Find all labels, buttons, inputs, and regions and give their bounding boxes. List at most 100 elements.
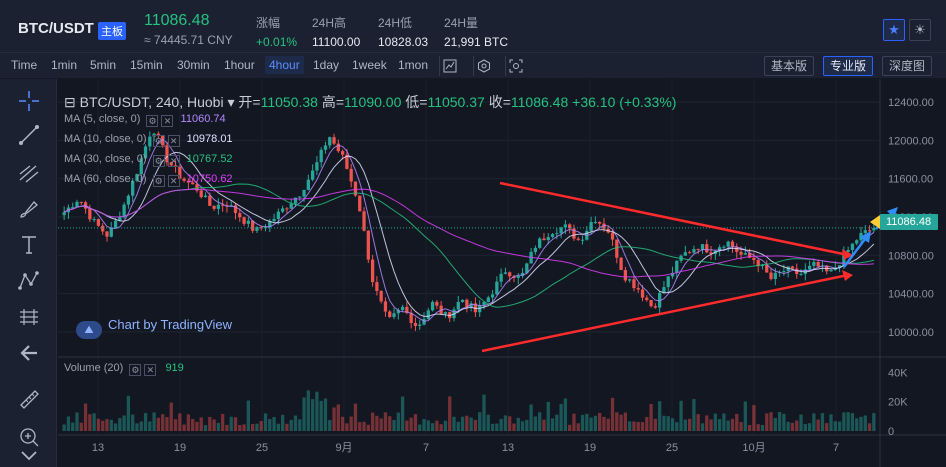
candle-body bbox=[709, 252, 713, 254]
tf-15min[interactable]: 15min bbox=[130, 58, 163, 72]
volume-bar bbox=[221, 413, 225, 431]
trend-line-icon[interactable] bbox=[17, 123, 41, 147]
pair-title[interactable]: BTC/USDT bbox=[18, 20, 94, 37]
volume-bar bbox=[829, 414, 833, 431]
candle-body bbox=[109, 227, 113, 237]
candle-body bbox=[812, 261, 816, 266]
tradingview-watermark[interactable]: ⛰ Chart by TradingView bbox=[76, 317, 232, 339]
price-tick-label: 10000.00 bbox=[888, 327, 934, 339]
candle-body bbox=[563, 224, 568, 228]
settings-icon[interactable]: ⚙ bbox=[152, 175, 165, 187]
collapse-icon[interactable]: ⊟ bbox=[64, 94, 76, 110]
volume-bar bbox=[272, 417, 276, 431]
screenshot-icon[interactable] bbox=[505, 56, 525, 76]
stat-label: 涨幅 bbox=[256, 16, 281, 30]
close-icon[interactable]: ✕ bbox=[167, 155, 180, 167]
volume-bar bbox=[580, 414, 585, 431]
prediction-icon[interactable] bbox=[17, 305, 41, 329]
settings-hex-icon[interactable] bbox=[473, 56, 493, 76]
volume-bar bbox=[430, 423, 435, 431]
tf-1day[interactable]: 1day bbox=[313, 58, 340, 72]
tf-1mon[interactable]: 1mon bbox=[398, 58, 429, 72]
volume-bar bbox=[585, 413, 589, 431]
settings-icon[interactable]: ⚙ bbox=[152, 135, 165, 147]
candle-body bbox=[131, 180, 135, 196]
crosshair-icon[interactable] bbox=[17, 89, 41, 113]
tf-30min[interactable]: 30min bbox=[177, 58, 210, 72]
settings-icon[interactable]: ⚙ bbox=[129, 364, 142, 376]
candle-body bbox=[769, 272, 773, 280]
candle-body bbox=[735, 247, 739, 252]
volume-bar bbox=[563, 398, 568, 431]
volume-bar bbox=[846, 412, 850, 431]
settings-icon[interactable]: ⚙ bbox=[146, 115, 159, 127]
settings-icon[interactable]: ⚙ bbox=[152, 155, 165, 167]
favorite-star-icon[interactable]: ★ bbox=[883, 19, 905, 41]
volume-bar bbox=[452, 416, 456, 431]
candle-body bbox=[752, 257, 756, 261]
volume-bar bbox=[216, 422, 221, 431]
volume-bar bbox=[469, 417, 473, 431]
candle-body bbox=[426, 310, 430, 319]
volume-bar bbox=[747, 425, 752, 431]
volume-bar bbox=[799, 414, 803, 431]
low-value: 11050.37 bbox=[427, 94, 485, 110]
ma-legend-row[interactable]: MA (5, close, 0) ⚙ ✕ 11060.74 bbox=[64, 113, 226, 127]
time-tick-label: 25 bbox=[256, 442, 268, 454]
ruler-icon[interactable] bbox=[17, 387, 41, 411]
candle-body bbox=[280, 208, 285, 212]
tf-1min[interactable]: 1min bbox=[51, 58, 78, 72]
time-tick-label: 13 bbox=[502, 442, 514, 454]
chart-symbol[interactable]: BTC/USDT, 240, Huobi bbox=[79, 94, 224, 110]
indicator-icon[interactable] bbox=[439, 56, 459, 76]
volume-bar bbox=[692, 399, 696, 431]
back-arrow-icon[interactable] bbox=[17, 341, 41, 365]
volume-bar bbox=[675, 422, 679, 431]
candle-body bbox=[182, 178, 186, 181]
volume-bar bbox=[555, 414, 559, 431]
volume-legend[interactable]: Volume (20) ⚙ ✕ 919 bbox=[64, 362, 184, 376]
time-tick-label: 19 bbox=[174, 442, 186, 454]
pitchfork-icon[interactable] bbox=[17, 161, 41, 185]
view-depth-button[interactable]: 深度图 bbox=[882, 56, 933, 76]
volume-bar bbox=[353, 403, 358, 431]
chevron-down-icon[interactable]: ▾ bbox=[227, 94, 235, 110]
tf-5min[interactable]: 5min bbox=[90, 58, 117, 72]
ma-legend-row[interactable]: MA (30, close, 0) ⚙ ✕ 10767.52 bbox=[64, 153, 233, 167]
text-tool-icon[interactable] bbox=[17, 233, 41, 257]
volume-bar bbox=[632, 421, 636, 431]
expand-down-icon[interactable] bbox=[17, 443, 41, 467]
close-icon[interactable]: ✕ bbox=[144, 364, 157, 376]
volume-bar bbox=[195, 421, 199, 431]
close-icon[interactable]: ✕ bbox=[161, 115, 174, 127]
view-basic-button[interactable]: 基本版 bbox=[764, 56, 815, 76]
candle-body bbox=[353, 181, 358, 196]
candle-body bbox=[747, 253, 752, 258]
stat-value: 21,991 BTC bbox=[444, 35, 509, 49]
volume-bar bbox=[473, 419, 478, 431]
volume-bar bbox=[700, 423, 705, 431]
brush-icon[interactable] bbox=[17, 197, 41, 221]
ma-legend-row[interactable]: MA (10, close, 0) ⚙ ✕ 10978.01 bbox=[64, 133, 233, 147]
zoom-in-icon[interactable] bbox=[17, 425, 41, 449]
pattern-icon[interactable] bbox=[17, 269, 41, 293]
tf-1week[interactable]: 1week bbox=[352, 58, 387, 72]
volume-bar bbox=[482, 394, 486, 431]
close-icon[interactable]: ✕ bbox=[167, 135, 180, 147]
view-pro-button[interactable]: 专业版 bbox=[823, 56, 874, 76]
volume-bar bbox=[293, 415, 298, 431]
ma-legend-row[interactable]: MA (60, close, 0) ⚙ ✕ 10750.62 bbox=[64, 173, 233, 187]
volume-bar bbox=[92, 413, 96, 431]
volume-bar bbox=[812, 413, 816, 431]
theme-sun-icon[interactable]: ☀ bbox=[909, 19, 931, 41]
volume-bar bbox=[285, 423, 289, 431]
close-icon[interactable]: ✕ bbox=[167, 175, 180, 187]
candle-body bbox=[837, 265, 842, 268]
tf-time[interactable]: Time bbox=[11, 58, 38, 72]
candle-body bbox=[418, 324, 422, 326]
tf-1hour[interactable]: 1hour bbox=[224, 58, 255, 72]
candle-body bbox=[71, 207, 75, 209]
candle-body bbox=[687, 252, 692, 254]
candle-body bbox=[538, 238, 542, 248]
tf-4hour[interactable]: 4hour bbox=[265, 56, 304, 74]
